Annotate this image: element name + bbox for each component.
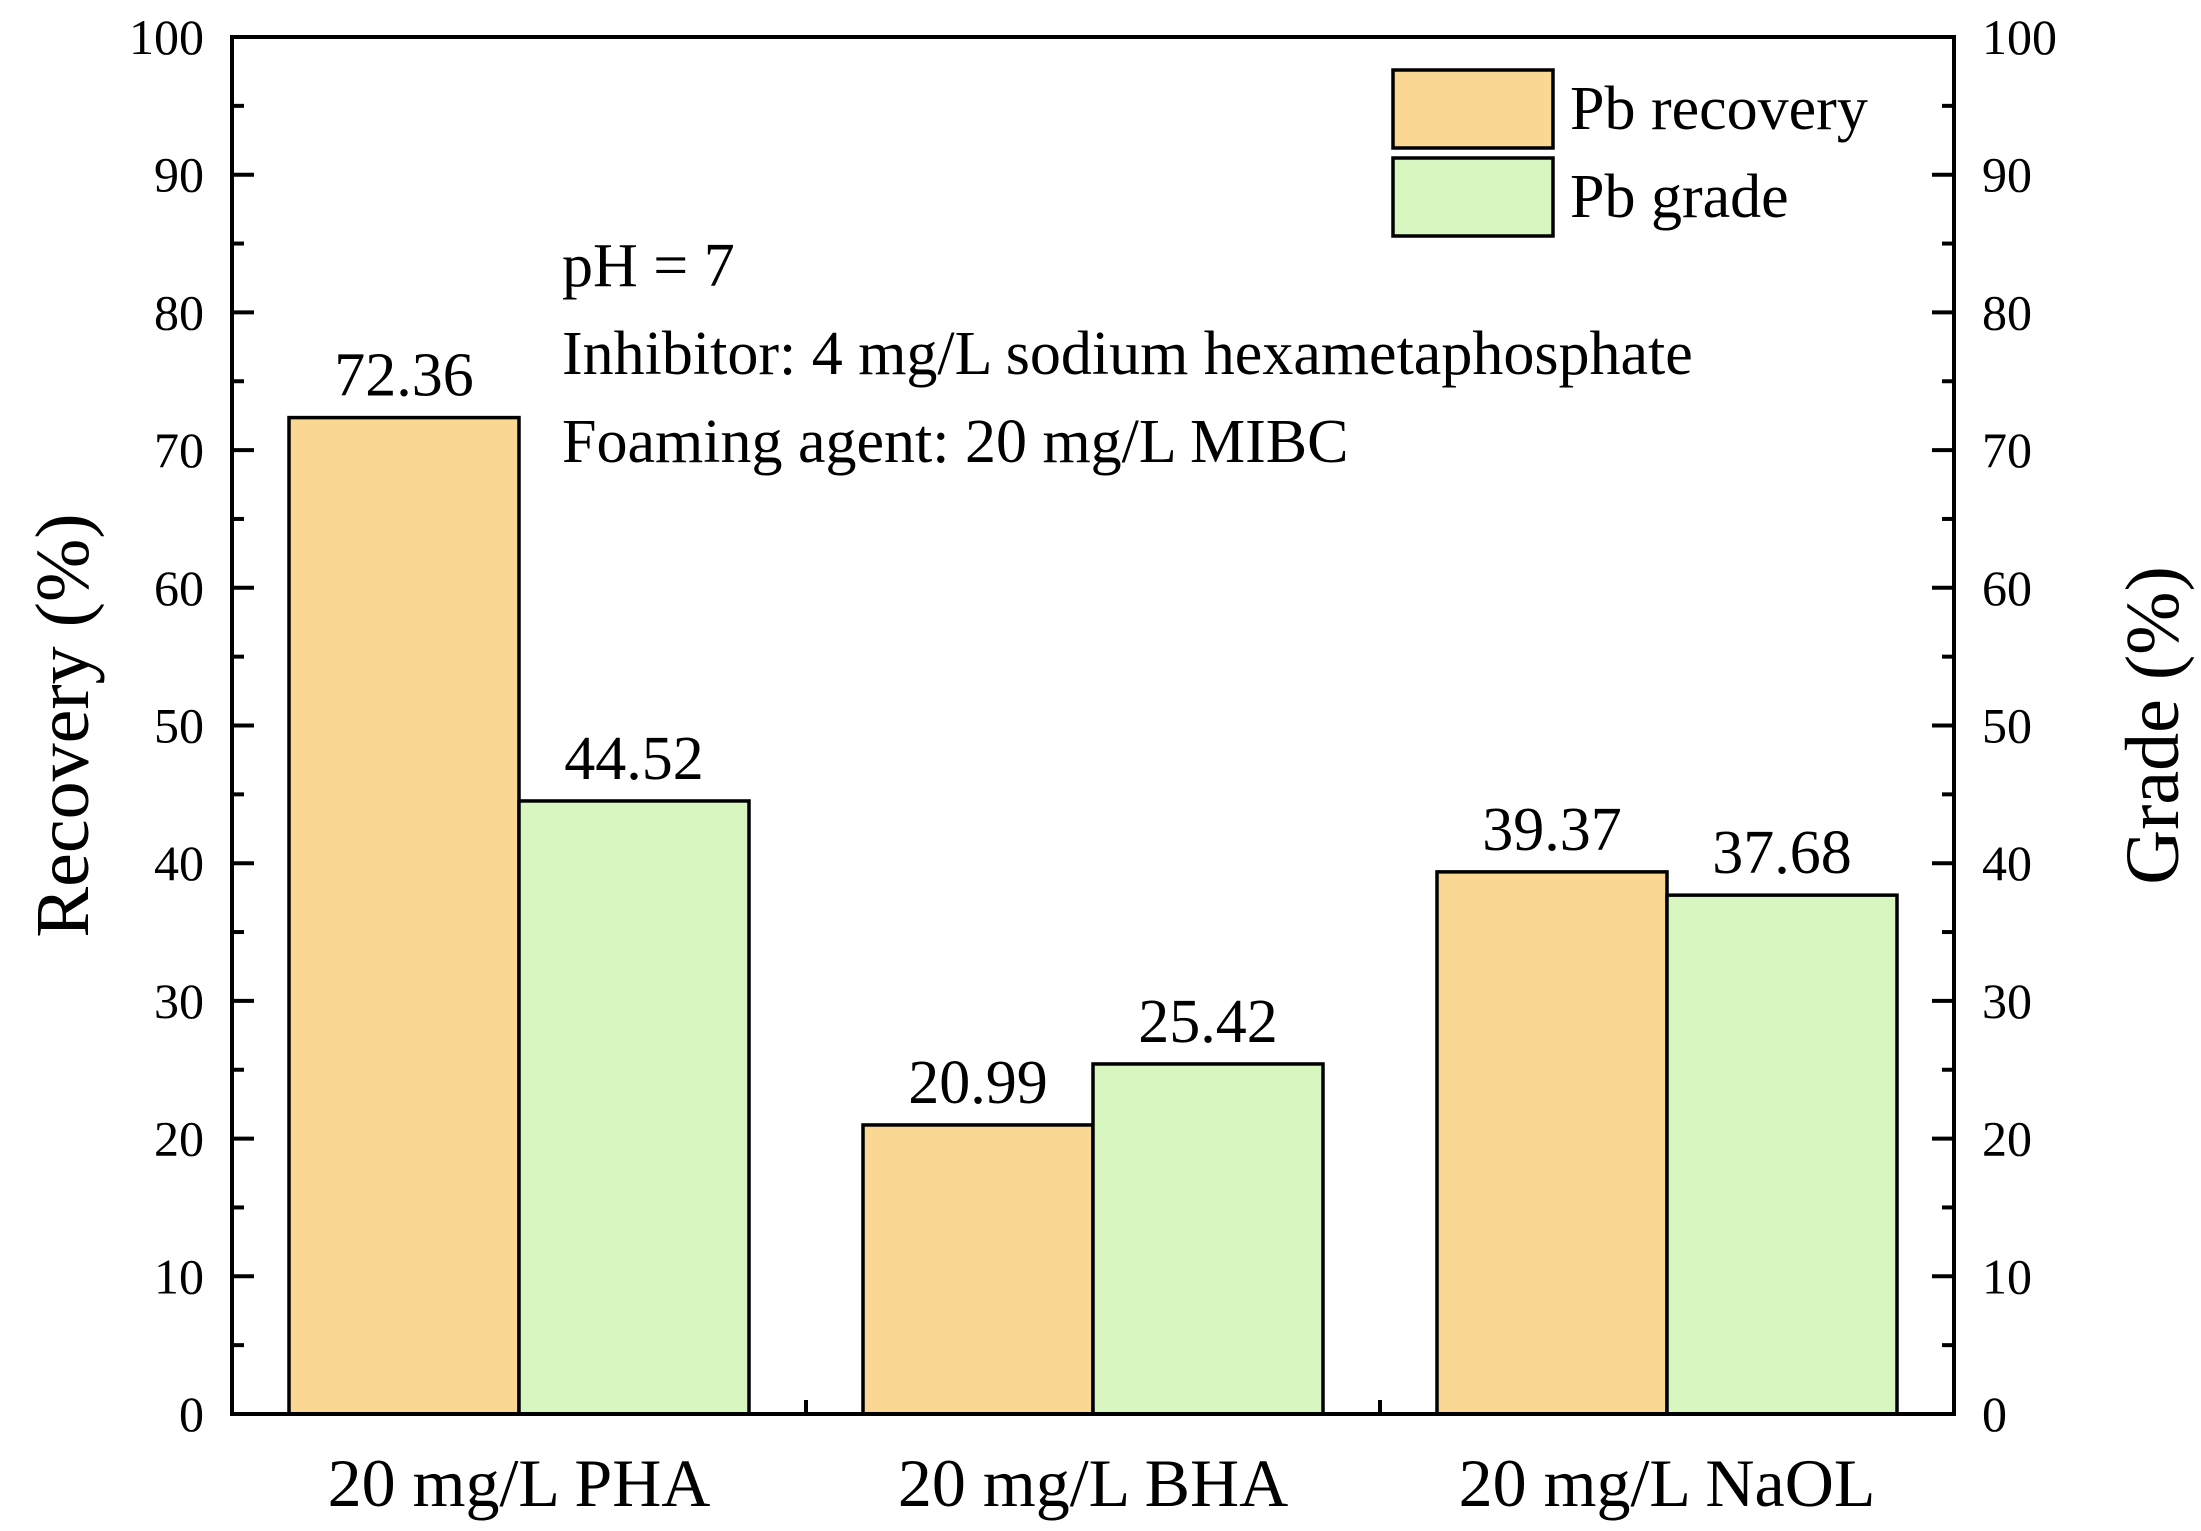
y-tick-label-left: 10 (154, 1248, 204, 1304)
y-tick-label-left: 100 (129, 9, 204, 65)
y-tick-label-right: 30 (1982, 973, 2032, 1029)
x-tick-label: 20 mg/L PHA (328, 1445, 711, 1521)
legend-swatch (1391, 68, 1555, 150)
data-label: 44.52 (564, 725, 704, 793)
annotation-line: pH = 7 (562, 232, 735, 300)
y-tick-label-right: 40 (1982, 835, 2032, 891)
bars-layer (287, 415, 1899, 1416)
annotation-line: Inhibitor: 4 mg/L sodium hexametaphospha… (562, 320, 1693, 388)
x-tick-label: 20 mg/L BHA (898, 1445, 1288, 1521)
y-tick-label-left: 60 (154, 560, 204, 616)
legend-swatch (1391, 156, 1555, 238)
y-tick-label-left: 40 (154, 835, 204, 891)
bar-pb-recovery (861, 1123, 1095, 1416)
axes-layer: 0 0 10 10 20 20 30 30 40 40 50 50 60 60 70 70 80 80 90 90 10… (21, 9, 2195, 1521)
y-axis-title-right: Grade (%) (2111, 566, 2195, 885)
y-tick-label-right: 90 (1982, 147, 2032, 203)
bar-pb-grade (1665, 893, 1899, 1416)
legend: Pb recovery Pb grade (1391, 68, 1868, 238)
y-tick-label-right: 70 (1982, 422, 2032, 478)
y-tick-label-left: 90 (154, 147, 204, 203)
y-tick-label-right: 20 (1982, 1111, 2032, 1167)
bar-pb-recovery (287, 415, 521, 1416)
legend-label: Pb recovery (1570, 75, 1868, 143)
bar-pb-grade (1091, 1062, 1325, 1416)
bar-pb-grade (517, 799, 751, 1416)
y-axis-title-left: Recovery (%) (21, 513, 105, 937)
y-tick-label-left: 80 (154, 284, 204, 340)
y-tick-label-left: 0 (179, 1386, 204, 1442)
annotation-block: pH = 7 Inhibitor: 4 mg/L sodium hexametap… (562, 232, 1693, 476)
y-tick-label-right: 0 (1982, 1386, 2007, 1442)
x-tick-label: 20 mg/L NaOL (1459, 1445, 1876, 1521)
y-tick-label-left: 50 (154, 698, 204, 754)
data-labels-layer: 72.36 20.99 39.37 44.52 25.42 37.68 (334, 342, 1852, 1117)
annotation-line: Foaming agent: 20 mg/L MIBC (562, 408, 1348, 476)
y-tick-label-left: 70 (154, 422, 204, 478)
y-tick-label-right: 50 (1982, 698, 2032, 754)
bar-pb-recovery (1435, 870, 1669, 1416)
data-label: 37.68 (1712, 819, 1852, 887)
y-tick-label-right: 100 (1982, 9, 2057, 65)
y-tick-label-right: 10 (1982, 1248, 2032, 1304)
data-label: 20.99 (908, 1049, 1048, 1117)
data-label: 25.42 (1138, 988, 1278, 1056)
y-tick-label-left: 20 (154, 1111, 204, 1167)
data-label: 39.37 (1482, 796, 1622, 864)
data-label: 72.36 (334, 342, 474, 410)
y-tick-label-left: 30 (154, 973, 204, 1029)
y-tick-label-right: 80 (1982, 284, 2032, 340)
legend-label: Pb grade (1570, 163, 1789, 231)
y-tick-label-right: 60 (1982, 560, 2032, 616)
